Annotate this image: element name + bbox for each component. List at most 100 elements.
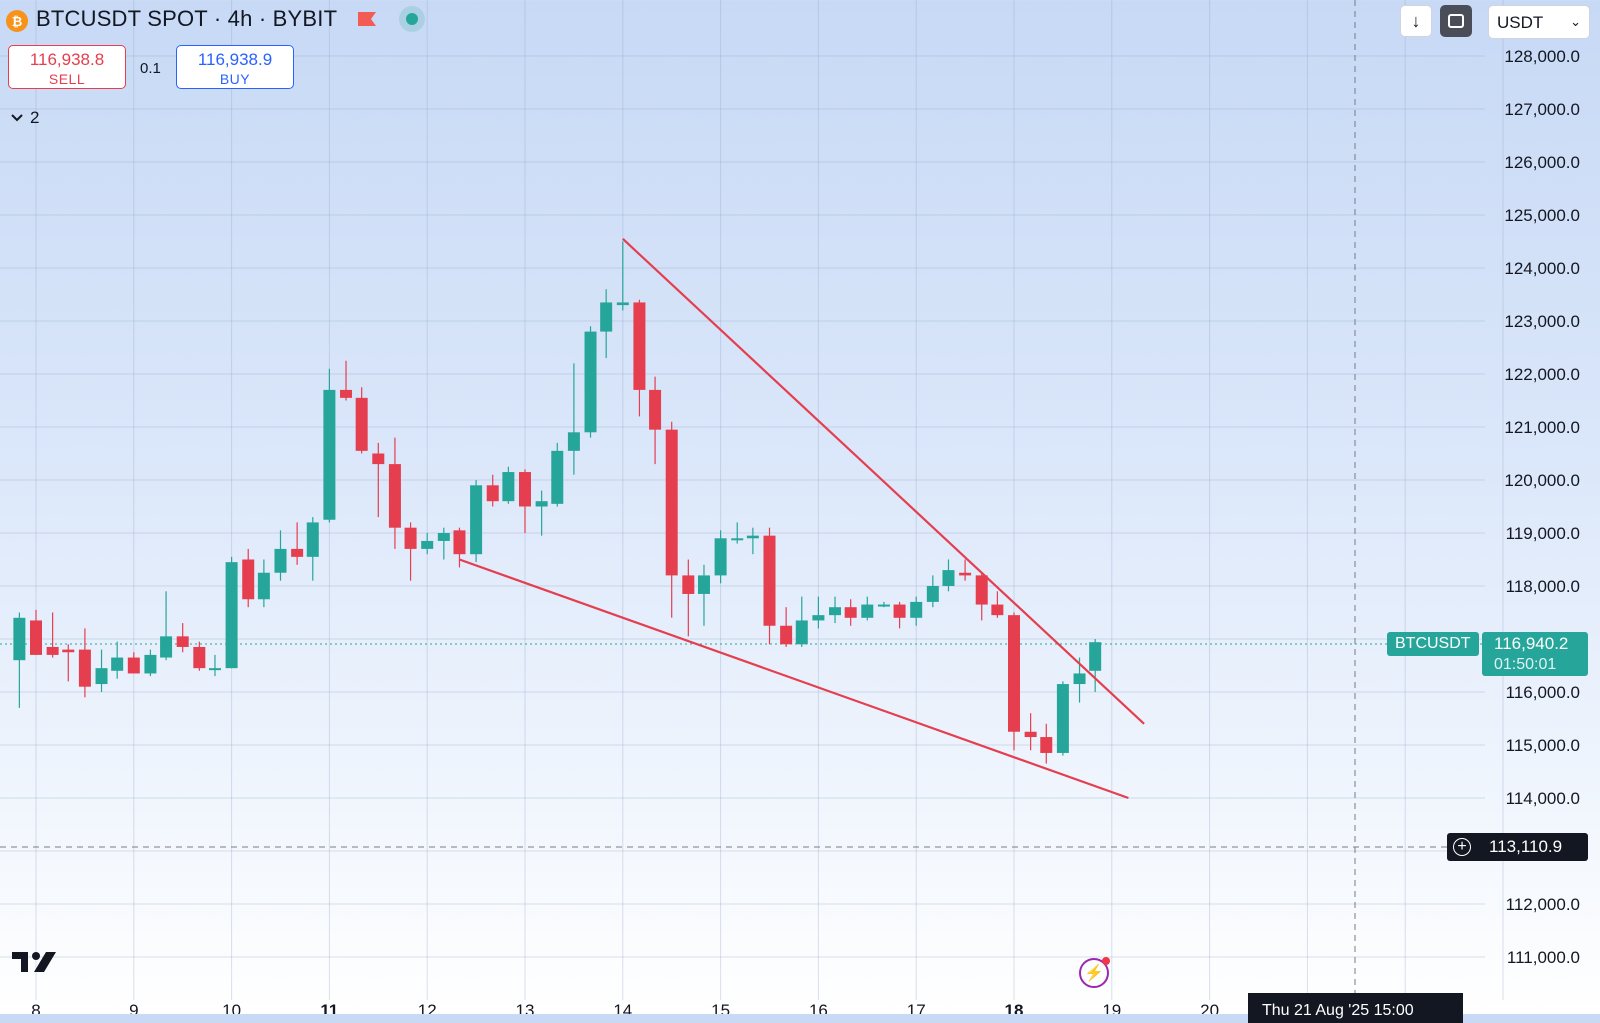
candle (519, 469, 531, 533)
candle-body (926, 586, 939, 602)
buy-button[interactable]: 116,938.9 BUY (176, 45, 294, 89)
candle (910, 596, 923, 626)
candle (144, 649, 157, 677)
candle-body (861, 604, 874, 618)
candle-body (372, 453, 385, 465)
candle-body (13, 617, 26, 661)
arrow-down-icon: ↓ (1411, 10, 1421, 31)
x-tick-label: 13 (516, 1001, 535, 1014)
candle-body (437, 533, 450, 541)
plus-icon[interactable]: + (1453, 838, 1471, 856)
buy-price: 116,938.9 (197, 50, 273, 69)
y-tick-label: 122,000.0 (1504, 365, 1580, 384)
scroll-to-latest-button[interactable]: ↓ (1400, 5, 1432, 37)
lightning-icon[interactable]: ⚡ (1079, 957, 1110, 988)
candle (502, 466, 515, 504)
buy-label: BUY (219, 71, 251, 87)
candle (795, 596, 808, 647)
candle-body (144, 654, 157, 674)
indicators-collapse-toggle[interactable]: 2 (10, 108, 39, 128)
candle-body (160, 636, 173, 658)
candle (861, 596, 874, 621)
candle-body (1089, 642, 1102, 671)
sell-price: 116,938.8 (29, 50, 105, 69)
fullscreen-button[interactable] (1440, 5, 1472, 37)
notification-dot-icon (1102, 957, 1110, 965)
x-tick-label: 18 (1005, 1001, 1024, 1014)
candle-body (1073, 673, 1086, 685)
candle-body (991, 604, 1004, 616)
candle-body (46, 646, 59, 655)
candle-body (257, 572, 270, 600)
candle-body (600, 302, 613, 332)
candle (355, 387, 368, 454)
currency-select[interactable]: USDT ⌄ (1488, 5, 1590, 39)
chart-header: ₿ BTCUSDT SPOT · 4h · BYBIT (6, 6, 426, 32)
candle (780, 607, 793, 647)
sell-button[interactable]: 116,938.8 SELL (8, 45, 126, 89)
candle (291, 522, 304, 565)
sell-label: SELL (48, 71, 86, 87)
x-tick-label: 17 (907, 1001, 926, 1014)
candle (877, 601, 890, 608)
candle-body (697, 575, 710, 594)
candle-body (829, 607, 842, 616)
tradingview-logo[interactable] (12, 950, 58, 974)
candle (470, 480, 483, 563)
fullscreen-icon (1448, 14, 1464, 28)
x-tick-label: 10 (222, 1001, 241, 1014)
symbol-title[interactable]: BTCUSDT SPOT · 4h · BYBIT (36, 6, 338, 31)
candle-body (812, 615, 825, 621)
candle-body (242, 559, 255, 600)
candle (551, 442, 564, 507)
candle (372, 442, 385, 518)
chevron-down-icon: ⌄ (1570, 14, 1581, 29)
candle (942, 559, 955, 592)
candle-body (225, 562, 238, 669)
candle-body (844, 607, 857, 618)
candle-body (780, 625, 793, 645)
candle-body (176, 636, 189, 647)
candle-body (1024, 731, 1037, 738)
candle-body (127, 657, 140, 674)
candle (323, 368, 336, 523)
candle-body (746, 535, 759, 539)
x-tick-label: 14 (613, 1001, 632, 1014)
last-price-value: 116,940.2 (1494, 634, 1569, 653)
candle-body (30, 620, 42, 655)
bitcoin-icon: ₿ (6, 10, 28, 32)
candle-body (1056, 684, 1069, 753)
trendline[interactable] (622, 238, 1145, 725)
candle (404, 522, 417, 581)
candle (486, 474, 499, 507)
candle (388, 437, 401, 549)
candle (30, 609, 42, 655)
chevron-down-icon (11, 114, 23, 122)
candle (193, 641, 206, 671)
candle (46, 612, 59, 658)
y-tick-label: 127,000.0 (1504, 100, 1580, 119)
candle-body (584, 331, 597, 433)
x-tick-label: 20 (1200, 1001, 1219, 1014)
candle (633, 299, 646, 417)
order-quantity[interactable]: 0.1 (140, 60, 161, 77)
candle-body (502, 472, 515, 502)
x-tick-label: 9 (129, 1001, 138, 1014)
y-tick-label: 125,000.0 (1504, 206, 1580, 225)
candle (584, 326, 597, 438)
candle (421, 533, 434, 555)
candle-body (959, 572, 972, 576)
y-tick-label: 120,000.0 (1504, 471, 1580, 490)
y-tick-label: 126,000.0 (1504, 153, 1580, 172)
red-flag-icon[interactable] (357, 10, 377, 28)
trendline[interactable] (459, 558, 1129, 800)
candle-body (193, 646, 206, 669)
y-tick-label: 112,000.0 (1506, 895, 1580, 914)
candle-body (731, 538, 744, 541)
candle-body (682, 575, 695, 594)
candle (1056, 681, 1069, 756)
candle (1040, 723, 1053, 764)
x-tick-label: 12 (418, 1001, 437, 1014)
candle-body (453, 530, 466, 555)
